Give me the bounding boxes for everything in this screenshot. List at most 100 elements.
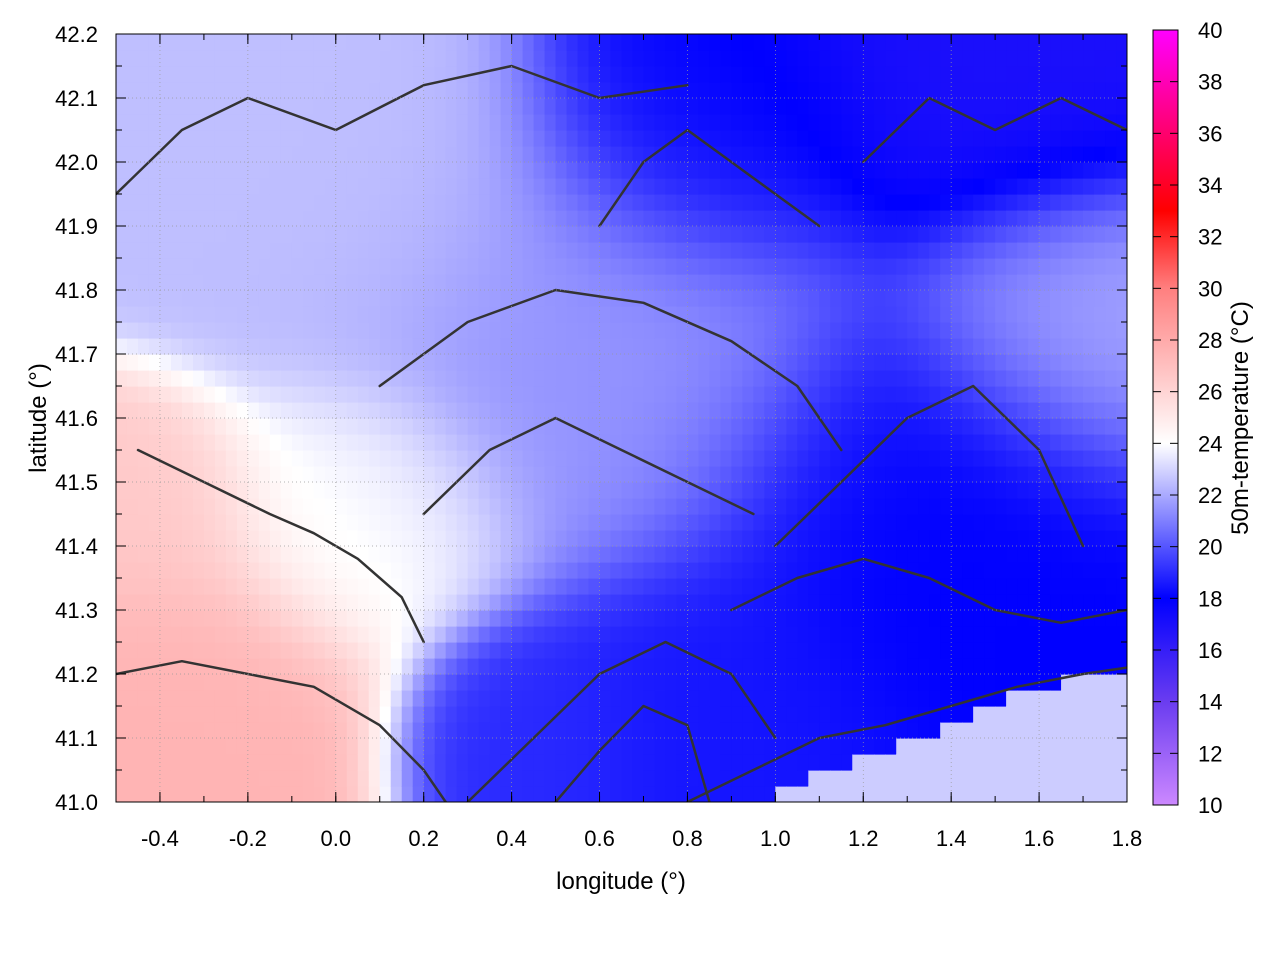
heatmap-cell bbox=[1028, 386, 1040, 403]
heatmap-cell bbox=[181, 642, 194, 659]
heatmap-cell bbox=[1094, 578, 1106, 595]
heatmap-cell bbox=[324, 274, 337, 291]
heatmap-cell bbox=[313, 546, 326, 563]
heatmap-cell bbox=[753, 354, 765, 371]
heatmap-cell bbox=[280, 482, 293, 499]
heatmap-cell bbox=[1072, 770, 1084, 787]
heatmap-cell bbox=[1028, 162, 1040, 179]
heatmap-cell bbox=[588, 146, 601, 163]
heatmap-cell bbox=[984, 242, 996, 259]
heatmap-cell bbox=[489, 162, 502, 179]
heatmap-cell bbox=[1083, 386, 1095, 403]
heatmap-cell bbox=[181, 66, 194, 83]
heatmap-cell bbox=[445, 258, 458, 275]
heatmap-cell bbox=[368, 626, 381, 643]
heatmap-cell bbox=[775, 274, 787, 291]
heatmap-cell bbox=[170, 146, 183, 163]
heatmap-cell bbox=[368, 306, 381, 323]
heatmap-cell bbox=[170, 370, 183, 387]
heatmap-cell bbox=[940, 66, 952, 83]
heatmap-cell bbox=[522, 722, 535, 739]
heatmap-cell bbox=[170, 498, 183, 515]
heatmap-cell bbox=[511, 162, 524, 179]
heatmap-cell bbox=[522, 562, 535, 579]
heatmap-cell bbox=[841, 738, 853, 755]
heatmap-cell bbox=[1094, 754, 1106, 771]
heatmap-cell bbox=[544, 194, 557, 211]
heatmap-cell bbox=[423, 482, 436, 499]
heatmap-cell bbox=[687, 194, 700, 211]
heatmap-cell bbox=[632, 626, 645, 643]
heatmap-cell bbox=[995, 546, 1007, 563]
heatmap-cell bbox=[500, 114, 513, 131]
heatmap-cell bbox=[907, 466, 919, 483]
heatmap-cell bbox=[1028, 370, 1040, 387]
heatmap-cell bbox=[126, 626, 139, 643]
heatmap-cell bbox=[632, 658, 645, 675]
heatmap-cell bbox=[236, 658, 249, 675]
heatmap-cell bbox=[852, 82, 864, 99]
heatmap-cell bbox=[819, 146, 831, 163]
heatmap-cell bbox=[929, 546, 941, 563]
heatmap-cell bbox=[588, 386, 601, 403]
heatmap-cell bbox=[159, 370, 172, 387]
heatmap-cell bbox=[709, 610, 721, 627]
heatmap-cell bbox=[1028, 290, 1040, 307]
heatmap-cell bbox=[907, 114, 919, 131]
heatmap-cell bbox=[588, 562, 601, 579]
heatmap-cell bbox=[885, 386, 897, 403]
heatmap-cell bbox=[918, 210, 930, 227]
heatmap-cell bbox=[819, 194, 831, 211]
heatmap-cell bbox=[786, 274, 798, 291]
heatmap-cell bbox=[368, 226, 381, 243]
heatmap-cell bbox=[786, 146, 798, 163]
heatmap-cell bbox=[214, 690, 227, 707]
heatmap-cell bbox=[797, 466, 809, 483]
heatmap-cell bbox=[929, 562, 941, 579]
heatmap-cell bbox=[368, 434, 381, 451]
heatmap-cell bbox=[511, 722, 524, 739]
heatmap-cell bbox=[302, 178, 315, 195]
heatmap-cell bbox=[544, 226, 557, 243]
heatmap-cell bbox=[951, 130, 963, 147]
heatmap-cell bbox=[1072, 146, 1084, 163]
heatmap-cell bbox=[467, 98, 480, 115]
heatmap-cell bbox=[863, 194, 875, 211]
heatmap-cell bbox=[357, 34, 370, 51]
heatmap-cell bbox=[797, 322, 809, 339]
heatmap-cell bbox=[896, 770, 908, 787]
heatmap-cell bbox=[995, 514, 1007, 531]
heatmap-cell bbox=[1116, 354, 1127, 371]
heatmap-cell bbox=[478, 402, 491, 419]
heatmap-cell bbox=[1094, 722, 1106, 739]
heatmap-cell bbox=[192, 626, 205, 643]
heatmap-cell bbox=[390, 626, 403, 643]
heatmap-cell bbox=[1072, 322, 1084, 339]
heatmap-cell bbox=[918, 322, 930, 339]
heatmap-cell bbox=[885, 546, 897, 563]
heatmap-cell bbox=[621, 66, 634, 83]
heatmap-cell bbox=[544, 66, 557, 83]
heatmap-cell bbox=[599, 146, 612, 163]
heatmap-cell bbox=[511, 594, 524, 611]
heatmap-cell bbox=[390, 258, 403, 275]
heatmap-cell bbox=[280, 786, 293, 802]
heatmap-cell bbox=[566, 434, 579, 451]
heatmap-cell bbox=[500, 530, 513, 547]
heatmap-cell bbox=[247, 658, 260, 675]
heatmap-cell bbox=[137, 786, 150, 802]
heatmap-cell bbox=[1028, 98, 1040, 115]
heatmap-cell bbox=[368, 178, 381, 195]
heatmap-cell bbox=[566, 242, 579, 259]
heatmap-cell bbox=[940, 354, 952, 371]
heatmap-cell bbox=[368, 146, 381, 163]
heatmap-cell bbox=[555, 258, 568, 275]
heatmap-cell bbox=[665, 722, 678, 739]
heatmap-cell bbox=[280, 754, 293, 771]
heatmap-cell bbox=[390, 466, 403, 483]
heatmap-cell bbox=[1028, 722, 1040, 739]
heatmap-cell bbox=[995, 178, 1007, 195]
heatmap-cell bbox=[709, 306, 721, 323]
heatmap-cell bbox=[599, 786, 612, 802]
heatmap-cell bbox=[797, 530, 809, 547]
